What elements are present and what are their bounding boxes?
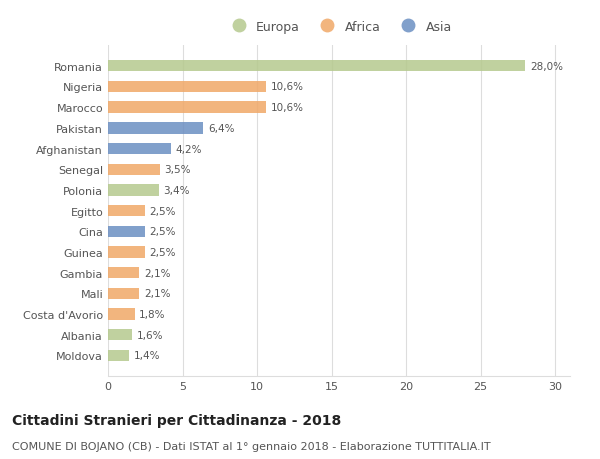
Bar <box>108 309 135 320</box>
Text: 10,6%: 10,6% <box>271 82 304 92</box>
Bar <box>108 185 158 196</box>
Text: 10,6%: 10,6% <box>271 103 304 113</box>
Text: 4,2%: 4,2% <box>175 144 202 154</box>
Text: 3,4%: 3,4% <box>163 185 190 196</box>
Text: Cittadini Stranieri per Cittadinanza - 2018: Cittadini Stranieri per Cittadinanza - 2… <box>12 413 341 427</box>
Bar <box>108 330 132 341</box>
Bar <box>108 164 160 175</box>
Text: 28,0%: 28,0% <box>530 62 563 72</box>
Bar <box>108 206 145 217</box>
Text: 1,8%: 1,8% <box>139 309 166 319</box>
Text: 1,6%: 1,6% <box>136 330 163 340</box>
Legend: Europa, Africa, Asia: Europa, Africa, Asia <box>221 16 457 39</box>
Text: COMUNE DI BOJANO (CB) - Dati ISTAT al 1° gennaio 2018 - Elaborazione TUTTITALIA.: COMUNE DI BOJANO (CB) - Dati ISTAT al 1°… <box>12 441 491 451</box>
Bar <box>108 82 266 93</box>
Text: 2,5%: 2,5% <box>150 227 176 237</box>
Text: 3,5%: 3,5% <box>164 165 191 175</box>
Bar <box>108 61 525 72</box>
Bar <box>108 102 266 113</box>
Bar <box>108 288 139 299</box>
Text: 1,4%: 1,4% <box>133 351 160 361</box>
Bar <box>108 144 170 155</box>
Text: 2,1%: 2,1% <box>144 268 170 278</box>
Text: 2,5%: 2,5% <box>150 247 176 257</box>
Bar <box>108 350 129 361</box>
Bar <box>108 123 203 134</box>
Text: 2,1%: 2,1% <box>144 289 170 299</box>
Bar <box>108 226 145 237</box>
Text: 6,4%: 6,4% <box>208 123 235 134</box>
Text: 2,5%: 2,5% <box>150 206 176 216</box>
Bar <box>108 247 145 258</box>
Bar <box>108 268 139 279</box>
